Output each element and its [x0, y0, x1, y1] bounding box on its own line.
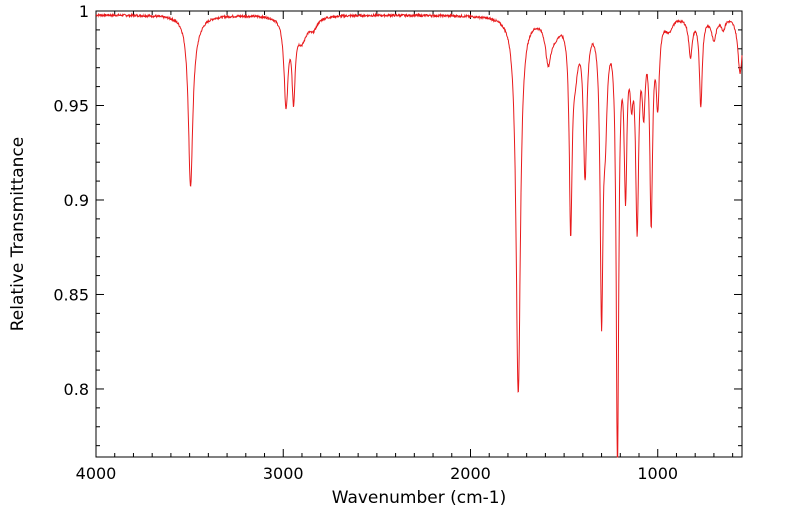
x-tick-label: 3000: [263, 464, 304, 483]
x-tick-label: 2000: [450, 464, 491, 483]
y-tick-label: 0.8: [64, 380, 89, 399]
axis-ticks: [95, 10, 742, 457]
spectrum-series-line: [95, 12, 743, 458]
y-tick-label: 1: [79, 2, 89, 21]
y-axis-title: Relative Transmittance: [8, 137, 28, 332]
y-tick-label: 0.85: [53, 285, 89, 304]
plot-frame: [95, 10, 743, 458]
y-tick-label: 0.9: [64, 191, 89, 210]
axis-tick-labels: 4000 3000 2000 1000 0.8 0.85 0.9 0.95 1: [53, 2, 678, 483]
x-axis-title: Wavenumber (cm-1): [332, 488, 507, 508]
y-tick-label: 0.95: [53, 96, 89, 115]
x-tick-label: 4000: [76, 464, 117, 483]
x-tick-label: 1000: [637, 464, 678, 483]
